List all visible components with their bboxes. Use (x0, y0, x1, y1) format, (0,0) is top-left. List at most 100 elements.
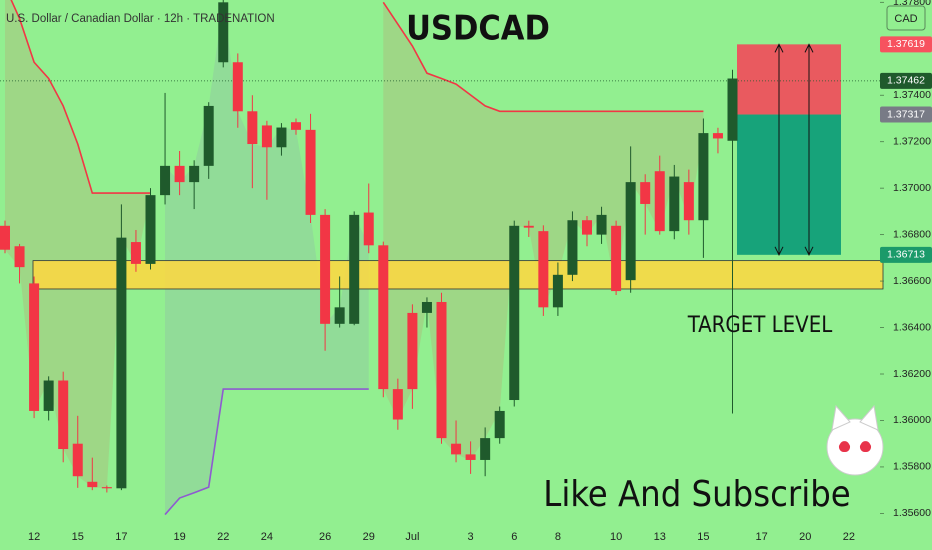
y-tick-label: 1.35800 (893, 461, 931, 473)
candle-body (218, 2, 229, 63)
candle-body (727, 78, 738, 141)
candle-body (0, 225, 10, 250)
stop-area (737, 44, 841, 115)
candle-body (552, 274, 563, 308)
currency-label: CAD (894, 13, 917, 25)
candle-body (349, 214, 360, 324)
arrow-head (774, 246, 784, 256)
currency-badge[interactable] (886, 5, 926, 31)
candle-body (378, 245, 389, 390)
candle-body (291, 122, 301, 130)
call-to-action: Like And Subscribe (543, 474, 850, 515)
x-tick-label: 13 (654, 531, 666, 543)
x-tick-label: 12 (28, 531, 40, 543)
candle-body (421, 301, 432, 313)
y-tick-label: 1.37000 (893, 182, 931, 194)
price-badge-label: 1.37619 (887, 38, 925, 50)
x-tick-label: Jul (405, 531, 419, 543)
trail-line (382, 1, 704, 113)
candle-body (509, 225, 520, 401)
x-tick-label: 19 (173, 531, 185, 543)
candle-body (494, 410, 505, 439)
plot-area (0, 0, 884, 516)
chart-subtitle: U.S. Dollar / Canadian Dollar · 12h · TR… (6, 13, 275, 25)
candle-body (232, 62, 243, 112)
price-badge (880, 246, 932, 263)
candle-body (203, 105, 214, 166)
trail-line (164, 388, 369, 516)
candle-body (116, 237, 127, 489)
candle-body (683, 182, 694, 221)
target-zone (32, 260, 884, 290)
y-tick-label: 1.37800 (893, 0, 931, 8)
candle-body (625, 182, 636, 281)
candle-body (130, 242, 141, 264)
x-tick-label: 15 (72, 531, 84, 543)
candle-body (480, 438, 491, 460)
x-tick-label: 22 (217, 531, 229, 543)
candle-body (523, 225, 534, 228)
candle-body (712, 133, 723, 139)
candle-body (392, 389, 403, 420)
chart-title: USDCAD (406, 9, 550, 49)
candle-body (145, 195, 156, 264)
candle-body (14, 246, 25, 268)
candle-body (174, 165, 185, 183)
candle-body (611, 225, 622, 292)
candle-body (29, 283, 40, 411)
x-tick-label: 22 (843, 531, 855, 543)
trail-line (10, 0, 151, 194)
x-tick-label: 29 (363, 531, 375, 543)
y-tick-label: 1.36200 (893, 368, 931, 380)
candle-body (247, 111, 258, 145)
candle-body (305, 129, 316, 215)
price-badge-label: 1.37462 (887, 75, 925, 87)
target-area (737, 114, 841, 255)
candle-body (407, 312, 418, 390)
candle-body (538, 231, 549, 308)
candle-body (436, 301, 447, 439)
x-tick-label: 17 (755, 531, 767, 543)
candle-body (320, 214, 331, 324)
x-tick-label: 17 (115, 531, 127, 543)
arrow-head (804, 246, 814, 256)
y-tick-label: 1.36800 (893, 228, 931, 240)
y-tick-label: 1.37400 (893, 89, 931, 101)
x-tick-label: 10 (610, 531, 622, 543)
candle-body (654, 171, 665, 232)
price-badge-label: 1.37317 (887, 108, 925, 120)
x-tick-label: 15 (697, 531, 709, 543)
x-tick-label: 20 (799, 531, 811, 543)
x-tick-label: 3 (468, 531, 474, 543)
mascot (826, 404, 884, 476)
candle-body (160, 165, 171, 196)
candle-body (276, 127, 287, 148)
x-tick-label: 26 (319, 531, 331, 543)
y-tick-label: 1.35600 (893, 507, 931, 519)
price-badge (880, 106, 932, 123)
candle-body (567, 220, 578, 275)
candle-body (640, 182, 651, 204)
arrow-head (774, 43, 784, 53)
candle-body (363, 212, 374, 246)
candle-body (669, 176, 680, 232)
y-tick-label: 1.36400 (893, 321, 931, 333)
x-tick-label: 24 (261, 531, 273, 543)
x-tick-label: 6 (511, 531, 517, 543)
candle-body (596, 214, 607, 235)
x-tick-label: 8 (555, 531, 561, 543)
trail-shade (5, 0, 151, 489)
y-tick-label: 1.36600 (893, 275, 931, 287)
candle-body (72, 443, 83, 477)
candle-body (451, 443, 462, 455)
annotation: TARGET LEVEL (687, 313, 832, 338)
candle-body (43, 380, 54, 411)
candle-body (101, 487, 112, 489)
candle-body (58, 380, 69, 450)
candle-body (189, 165, 200, 183)
price-badge (880, 72, 932, 89)
price-badge-label: 1.36713 (887, 249, 925, 261)
y-tick-label: 1.37200 (893, 135, 931, 147)
